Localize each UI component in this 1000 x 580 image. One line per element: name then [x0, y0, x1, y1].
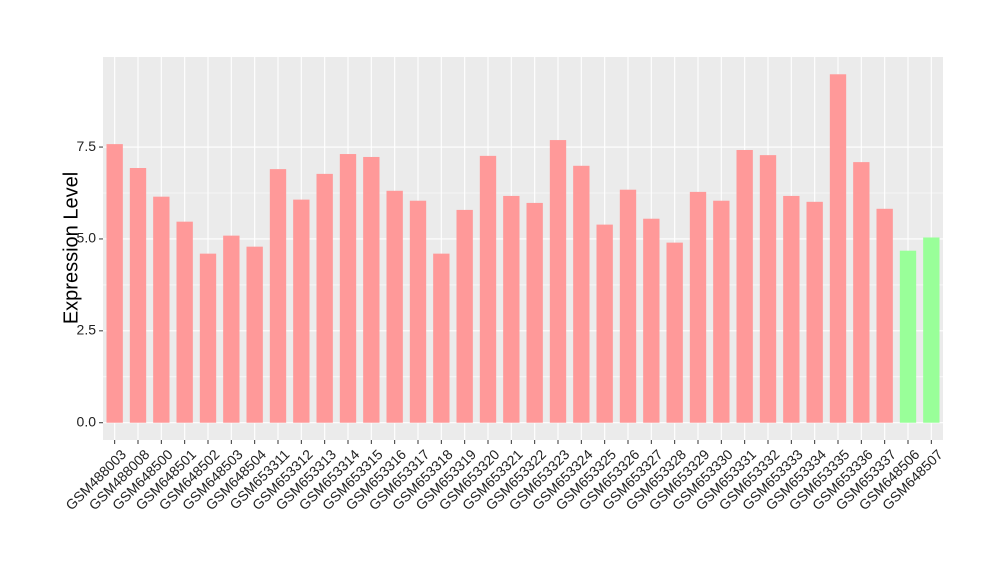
bar	[433, 253, 450, 423]
bar	[923, 237, 940, 423]
bar	[479, 155, 497, 423]
bar	[106, 144, 123, 423]
bar	[246, 246, 263, 423]
bar	[573, 165, 590, 423]
bar	[713, 200, 730, 423]
bar	[736, 149, 753, 423]
bar	[853, 162, 870, 423]
bar	[409, 200, 427, 423]
bar	[829, 74, 847, 423]
bar	[223, 235, 240, 423]
bar	[643, 218, 660, 423]
y-tick-label: 2.5	[77, 322, 97, 338]
bar	[293, 199, 310, 423]
bar	[363, 156, 380, 423]
bar	[316, 173, 333, 423]
bar	[386, 190, 403, 423]
bar	[526, 202, 543, 423]
bar	[689, 191, 707, 423]
y-tick-label: 5.0	[77, 230, 97, 246]
bar	[549, 140, 567, 423]
y-tick-label: 7.5	[77, 138, 97, 154]
bar	[876, 208, 893, 423]
y-axis-title: Expression Level	[60, 172, 82, 324]
bar	[456, 209, 473, 423]
bar	[759, 155, 777, 423]
bar	[806, 201, 823, 423]
bar	[596, 224, 613, 423]
bar	[899, 250, 917, 423]
bar	[153, 196, 170, 423]
y-tick-label: 0.0	[77, 413, 97, 429]
bar	[199, 253, 217, 423]
bar	[176, 221, 193, 423]
bar	[269, 169, 287, 423]
panel	[103, 57, 943, 440]
bar	[339, 154, 357, 423]
bar	[129, 168, 147, 423]
bar	[503, 195, 520, 423]
bar	[666, 242, 683, 423]
bar	[783, 195, 800, 423]
bar	[619, 189, 637, 423]
